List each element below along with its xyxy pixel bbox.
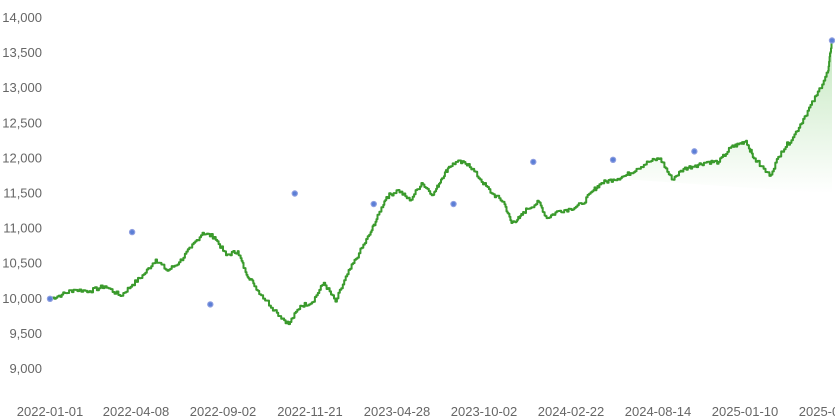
data-point-marker — [828, 37, 835, 44]
data-point-marker — [207, 301, 214, 308]
y-tick-label: 10,000 — [2, 291, 42, 306]
y-tick-label: 13,000 — [2, 80, 42, 95]
y-tick-label: 10,500 — [2, 256, 42, 271]
y-tick-label: 9,500 — [9, 326, 42, 341]
y-tick-label: 12,500 — [2, 115, 42, 130]
y-tick-label: 14,000 — [2, 10, 42, 25]
y-tick-label: 11,500 — [3, 186, 42, 201]
y-tick-label: 13,500 — [2, 45, 42, 60]
x-axis: 2022-01-01 2022-04-08 2022-09-02 2022-11-21… — [17, 404, 835, 417]
area-fill-layer — [629, 39, 832, 194]
y-axis: 9,000 9,500 10,000 10,500 11,000 11,500 12,000… — [2, 10, 42, 376]
data-point-marker — [128, 228, 136, 236]
x-tick-label: 2024-08-14 — [625, 404, 692, 417]
x-tick-label: 2023-04-28 — [364, 404, 431, 417]
data-point-marker — [691, 148, 698, 155]
y-tick-label: 11,000 — [3, 221, 42, 236]
y-tick-label: 12,000 — [2, 150, 42, 165]
series-line-layer — [50, 39, 833, 326]
data-point-marker — [450, 200, 457, 208]
data-point-marker — [46, 295, 54, 302]
x-tick-label: 2025-01-10 — [712, 404, 779, 417]
y-tick-label: 9,000 — [9, 361, 42, 376]
data-point-marker — [609, 156, 617, 164]
x-tick-label: 2022-04-08 — [103, 404, 170, 417]
marker-layer — [46, 37, 835, 308]
data-point-marker — [291, 190, 298, 197]
x-tick-label: 2022-11-21 — [277, 404, 343, 417]
series-line — [50, 39, 833, 326]
x-tick-label: 2024-02-22 — [538, 404, 605, 417]
area-fill — [629, 39, 832, 194]
data-point-marker — [530, 158, 537, 166]
x-tick-label: 2025-06-27 — [799, 404, 835, 417]
data-point-marker — [370, 200, 377, 208]
x-tick-label: 2022-01-01 — [17, 404, 84, 417]
x-tick-label: 2023-10-02 — [451, 404, 518, 417]
x-tick-label: 2022-09-02 — [190, 404, 257, 417]
